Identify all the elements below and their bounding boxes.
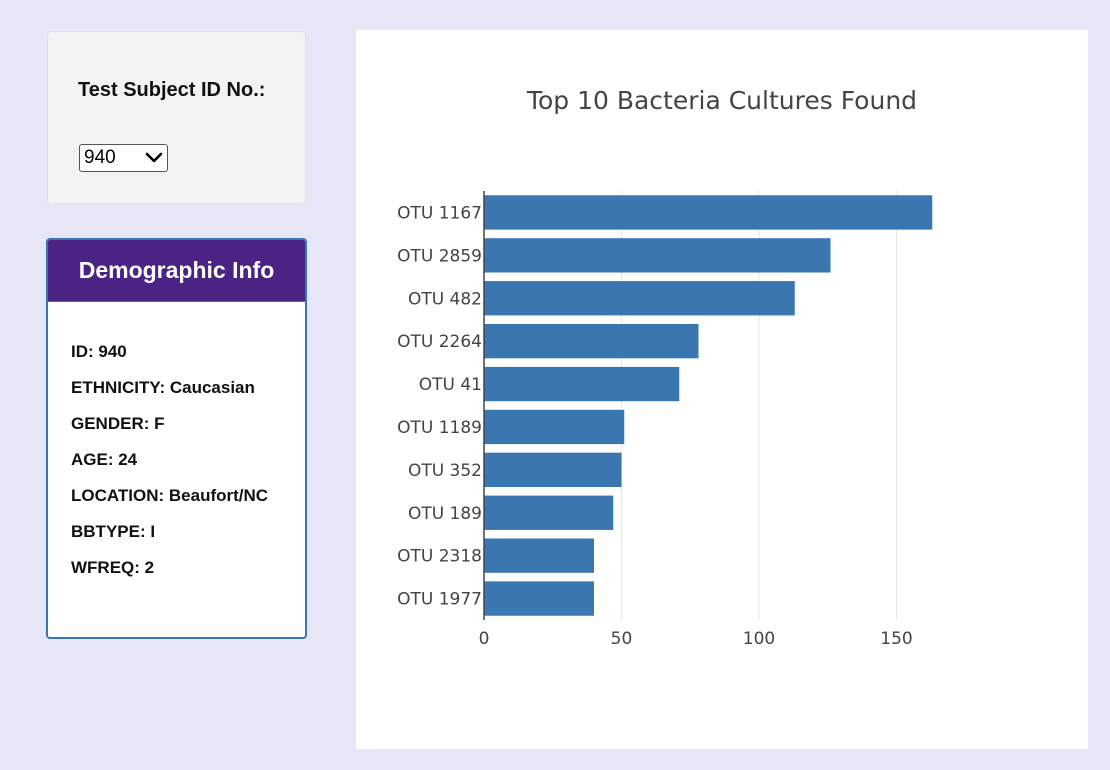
bar[interactable] bbox=[484, 538, 594, 572]
y-tick-label: OTU 1189 bbox=[397, 418, 482, 438]
bar[interactable] bbox=[484, 581, 594, 615]
demographic-info-title: Demographic Info bbox=[48, 240, 305, 302]
bar-chart: Top 10 Bacteria Cultures Found 0 50 100 150… bbox=[356, 30, 1088, 749]
bar[interactable] bbox=[484, 496, 613, 530]
bar[interactable] bbox=[484, 453, 622, 487]
y-tick-label: OTU 2859 bbox=[397, 246, 482, 266]
subject-id-label: Test Subject ID No.: bbox=[78, 79, 278, 101]
demo-gender: GENDER: F bbox=[71, 414, 271, 434]
y-tick-label: OTU 41 bbox=[419, 375, 482, 395]
y-tick-label: OTU 2264 bbox=[397, 332, 482, 352]
chart-title: Top 10 Bacteria Cultures Found bbox=[526, 86, 917, 115]
y-tick-label: OTU 1167 bbox=[397, 203, 482, 223]
bar[interactable] bbox=[484, 238, 831, 272]
x-tick-label: 150 bbox=[880, 629, 912, 649]
demographic-info-body: ID: 940 ETHNICITY: Caucasian GENDER: F A… bbox=[48, 302, 305, 578]
y-tick-label: OTU 482 bbox=[408, 289, 482, 309]
demo-id: ID: 940 bbox=[71, 342, 271, 362]
demo-wfreq: WFREQ: 2 bbox=[71, 558, 271, 578]
y-tick-label: OTU 189 bbox=[408, 504, 482, 524]
y-tick-label: OTU 2318 bbox=[397, 547, 482, 567]
demo-ethnicity: ETHNICITY: Caucasian bbox=[71, 378, 271, 398]
x-tick-label: 50 bbox=[611, 629, 633, 649]
bar[interactable] bbox=[484, 195, 932, 229]
subject-id-select[interactable]: 940 bbox=[79, 144, 168, 172]
bar[interactable] bbox=[484, 281, 795, 315]
demo-bbtype: BBTYPE: I bbox=[71, 522, 271, 542]
chevron-down-icon bbox=[145, 152, 163, 164]
y-tick-label: OTU 352 bbox=[408, 461, 482, 481]
subject-id-selected-value: 940 bbox=[84, 147, 116, 169]
bar[interactable] bbox=[484, 410, 624, 444]
selector-panel: Test Subject ID No.: 940 bbox=[47, 31, 306, 204]
demo-age: AGE: 24 bbox=[71, 450, 271, 470]
bar-chart-panel: Top 10 Bacteria Cultures Found 0 50 100 150… bbox=[356, 30, 1088, 749]
x-tick-label: 0 bbox=[479, 629, 490, 649]
y-tick-label: OTU 1977 bbox=[397, 590, 482, 610]
bar[interactable] bbox=[484, 367, 679, 401]
demographic-info-panel: Demographic Info ID: 940 ETHNICITY: Cauc… bbox=[46, 238, 307, 639]
bar[interactable] bbox=[484, 324, 699, 358]
demo-location: LOCATION: Beaufort/NC bbox=[71, 486, 271, 506]
x-tick-label: 100 bbox=[743, 629, 775, 649]
